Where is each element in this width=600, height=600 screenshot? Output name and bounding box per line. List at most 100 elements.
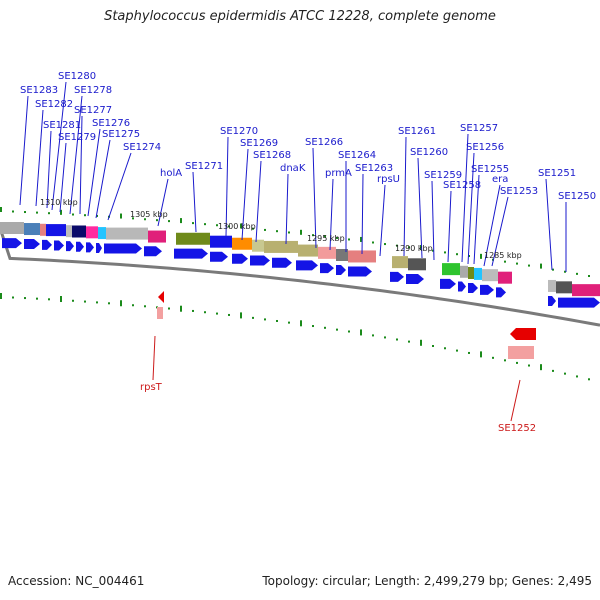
tick-mark	[420, 339, 422, 346]
genome-backbone	[0, 227, 600, 327]
tick-mark	[288, 321, 290, 324]
tick-mark	[288, 231, 290, 234]
forward-cds	[76, 241, 84, 252]
tick-mark	[12, 210, 14, 213]
forward-cds	[42, 239, 52, 250]
tick-mark	[132, 217, 134, 220]
scale-label: 1285 kbp	[484, 251, 522, 260]
tick-mark	[252, 316, 254, 319]
forward-cds	[174, 248, 208, 259]
tick-mark	[444, 347, 446, 350]
tick-mark	[72, 299, 74, 302]
scale-label: 1305 kbp	[130, 210, 168, 219]
tick-mark	[0, 293, 2, 299]
label-leader	[225, 136, 229, 237]
tick-mark	[120, 213, 122, 219]
gene-label: SE1255	[471, 164, 509, 175]
gene-label: SE1278	[74, 85, 112, 96]
gene-label: SE1283	[20, 85, 58, 96]
tick-mark	[96, 301, 98, 304]
gene-label: SE1281	[43, 120, 81, 131]
tick-mark	[444, 251, 446, 254]
tick-mark	[48, 212, 50, 215]
tick-mark	[324, 235, 326, 238]
label-leader	[69, 95, 83, 215]
forward-cds	[336, 264, 346, 275]
tick-mark	[240, 223, 242, 229]
tick-mark	[276, 230, 278, 233]
tick-mark	[432, 345, 434, 348]
tick-mark	[216, 224, 218, 227]
cog-block	[106, 227, 148, 240]
reverse-cds-cog	[508, 346, 534, 359]
scale-label: 1295 kbp	[307, 234, 345, 243]
tick-mark	[420, 244, 422, 250]
tick-mark	[84, 214, 86, 217]
tick-mark	[336, 328, 338, 331]
tick-mark	[12, 296, 14, 299]
cog-block	[46, 224, 66, 237]
forward-cds	[440, 278, 456, 289]
tick-mark	[0, 207, 2, 212]
tick-mark	[192, 309, 194, 312]
gene-label: SE1279	[58, 132, 96, 143]
label-leader	[107, 152, 132, 221]
cog-block	[86, 226, 98, 239]
label-leader	[192, 171, 197, 233]
tick-mark	[576, 272, 578, 275]
tick-mark	[312, 325, 314, 328]
forward-cds	[24, 239, 40, 250]
tick-mark	[576, 375, 578, 378]
label-leader	[447, 190, 452, 263]
tick-mark	[480, 253, 482, 259]
gene-label: SE1276	[92, 118, 130, 129]
cog-block	[498, 271, 512, 284]
tick-mark	[396, 244, 398, 247]
cog-block	[474, 267, 482, 280]
tick-mark	[228, 313, 230, 316]
tick-mark	[552, 268, 554, 271]
gene-label: SE1268	[253, 150, 291, 161]
forward-cds	[54, 240, 64, 251]
accession-label: Accession: NC_004461	[8, 574, 145, 588]
tick-mark	[360, 236, 362, 242]
tick-mark	[24, 211, 26, 214]
forward-cds-track	[2, 238, 600, 308]
tick-mark	[372, 241, 374, 244]
gene-label: rpsT	[140, 382, 163, 393]
cog-block	[468, 267, 474, 280]
cog-block	[442, 263, 460, 276]
tick-mark	[144, 305, 146, 308]
gene-label: prmA	[325, 168, 352, 179]
tick-mark	[228, 225, 230, 228]
forward-cds	[104, 243, 142, 254]
gene-label: SE1275	[102, 129, 140, 140]
reverse-cds-track	[157, 291, 536, 359]
tick-mark	[468, 255, 470, 258]
scale-label: 1310 kbp	[40, 198, 78, 207]
tick-mark	[348, 330, 350, 333]
tick-mark	[468, 351, 470, 354]
forward-cds	[296, 260, 318, 271]
tick-mark	[312, 234, 314, 237]
forward-cds	[458, 281, 466, 292]
label-leader	[491, 196, 509, 267]
scale-label: 1300 kbp	[218, 222, 256, 231]
tick-mark	[132, 304, 134, 307]
forward-cds	[96, 242, 102, 253]
gene-label: SE1266	[305, 137, 343, 148]
tick-mark	[240, 312, 242, 319]
reverse-cds	[510, 328, 536, 340]
label-leader	[255, 160, 262, 243]
forward-cds	[548, 295, 556, 306]
label-leader	[46, 130, 52, 209]
label-leader	[95, 139, 111, 219]
inner-tick-ring	[0, 293, 590, 381]
forward-cds	[272, 257, 292, 268]
tick-mark	[552, 369, 554, 372]
cog-block	[298, 244, 318, 257]
gene-label: rpsU	[377, 174, 400, 185]
label-leader	[87, 128, 101, 217]
label-leader	[157, 178, 169, 227]
